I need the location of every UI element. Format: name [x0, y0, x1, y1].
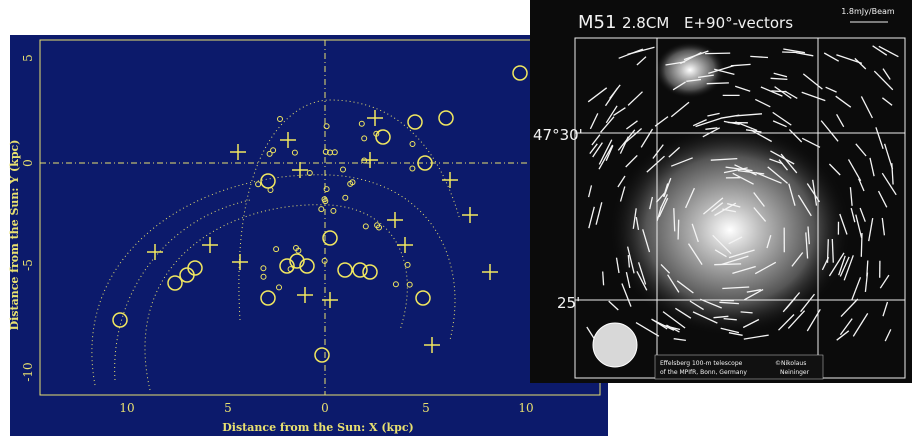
- credit-text: Effelsberg 100-m telescope: [660, 360, 743, 367]
- vector: [714, 264, 741, 265]
- scale-bar-label: 1.8mJy/Beam: [841, 7, 895, 16]
- y-tick-label: 0: [21, 159, 35, 167]
- galactic-map: Distance from the Sun: X (kpc) Distance …: [8, 35, 608, 436]
- object-name: M51: [578, 12, 616, 33]
- y-axis-title: Distance from the Sun: Y (kpc): [8, 140, 21, 331]
- x-tick-label: 5: [224, 401, 232, 415]
- credit-text: Neininger: [780, 369, 810, 376]
- vector: [707, 83, 729, 84]
- x-tick-label: 10: [119, 401, 134, 415]
- credit-text: ©Nikolaus: [775, 360, 806, 367]
- m51-image: M51 2.8CM E+90°-vectors 1.8mJy/Beam 47°3…: [530, 0, 912, 383]
- x-tick-label: 5: [422, 401, 430, 415]
- map-background: [10, 35, 608, 436]
- figure: Distance from the Sun: X (kpc) Distance …: [0, 0, 912, 436]
- x-axis-title: Distance from the Sun: X (kpc): [222, 421, 414, 434]
- y-tick-label: -5: [21, 259, 35, 271]
- vector-note: E+90°-vectors: [684, 14, 793, 32]
- vector: [674, 208, 675, 231]
- vector: [705, 53, 730, 54]
- vector: [771, 91, 786, 92]
- dec-label: 25': [557, 294, 580, 312]
- vector: [678, 220, 679, 240]
- y-tick-label: -10: [21, 362, 35, 381]
- vector: [603, 272, 604, 286]
- vector: [782, 52, 797, 53]
- credit-text: of the MPIfR, Bonn, Germany: [660, 369, 747, 376]
- x-tick-label: 10: [518, 401, 533, 415]
- beam: [593, 323, 637, 367]
- wavelength: 2.8CM: [622, 14, 669, 32]
- dec-label: 47°30': [533, 126, 583, 144]
- x-tick-label: 0: [321, 401, 329, 415]
- y-tick-label: 5: [21, 54, 35, 62]
